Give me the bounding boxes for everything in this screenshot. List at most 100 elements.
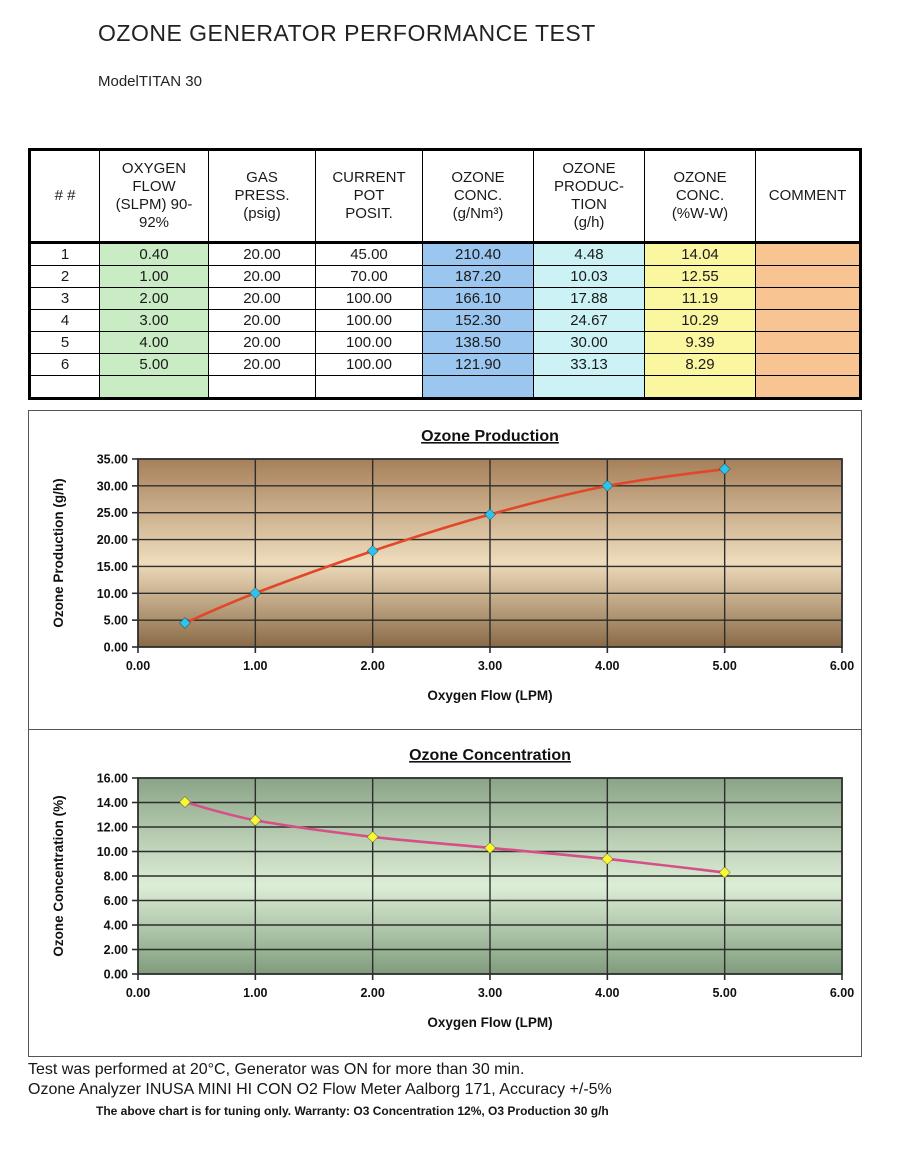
table-cell: 121.90 [422,353,534,376]
table-cell: 8.29 [644,353,756,376]
svg-text:6.00: 6.00 [830,986,854,1000]
model-label: Model [98,73,139,90]
svg-text:1.00: 1.00 [243,986,267,1000]
svg-text:5.00: 5.00 [104,614,128,628]
table-cell: 17.88 [533,287,645,310]
table-cell [99,375,209,399]
table-cell [755,287,861,310]
table-cell [644,375,756,399]
table-cell: 6 [29,353,100,376]
table-header: # # OXYGEN FLOW (SLPM) 90- 92% GAS PRESS… [29,149,861,244]
svg-text:20.00: 20.00 [97,533,128,547]
column-header-gas-press: GAS PRESS. (psig) [208,149,316,244]
table-row: 3 2.00 20.00 100.00 166.10 17.88 11.19 [29,287,861,310]
svg-text:25.00: 25.00 [97,506,128,520]
table-cell [533,375,645,399]
table-cell: 20.00 [208,242,316,266]
table-cell: 30.00 [533,331,645,354]
table-row: 4 3.00 20.00 100.00 152.30 24.67 10.29 [29,309,861,332]
table-cell [755,375,861,399]
table-cell: 2 [29,265,100,288]
ozone-concentration-chart: 0.00 2.00 4.00 6.00 8.00 10.00 12.00 14.00 16.00… [29,729,861,1056]
table-cell [755,331,861,354]
table-row: 6 5.00 20.00 100.00 121.90 33.13 8.29 [29,353,861,376]
svg-text:3.00: 3.00 [478,659,502,673]
svg-text:6.00: 6.00 [104,894,128,908]
table-cell: 4.00 [99,331,209,354]
table-cell: 5 [29,331,100,354]
svg-text:14.00: 14.00 [97,796,128,810]
table-cell: 100.00 [315,353,423,376]
table-cell: 10.03 [533,265,645,288]
footer-notes: Test was performed at 20°C, Generator wa… [28,1061,862,1118]
table-cell [208,375,316,399]
table-header-row: # # OXYGEN FLOW (SLPM) 90- 92% GAS PRESS… [29,149,861,244]
table-cell: 20.00 [208,309,316,332]
table-cell: 3 [29,287,100,310]
svg-text:6.00: 6.00 [830,659,854,673]
svg-text:12.00: 12.00 [97,821,128,835]
table-cell: 0.40 [99,242,209,266]
table-cell: 9.39 [644,331,756,354]
table-cell [315,375,423,399]
ozone-production-plot: 0.00 5.00 10.00 15.00 20.00 25.00 30.00 35.00 0.… [51,428,854,703]
svg-text:Oxygen Flow (LPM): Oxygen Flow (LPM) [427,688,552,703]
table-cell: 187.20 [422,265,534,288]
svg-text:2.00: 2.00 [360,659,384,673]
charts-container: 0.00 5.00 10.00 15.00 20.00 25.00 30.00 35.00 0.… [28,410,862,1057]
svg-text:2.00: 2.00 [360,986,384,1000]
svg-text:0.00: 0.00 [126,986,150,1000]
svg-text:10.00: 10.00 [97,587,128,601]
svg-text:4.00: 4.00 [595,659,619,673]
svg-text:Ozone Production: Ozone Production [421,428,559,445]
table-cell: 210.40 [422,242,534,266]
table-body: 1 0.40 20.00 45.00 210.40 4.48 14.04 2 1.00 20.00… [29,242,861,399]
svg-text:5.00: 5.00 [712,986,736,1000]
column-header-oxygen-flow: OXYGEN FLOW (SLPM) 90- 92% [99,149,209,244]
svg-text:4.00: 4.00 [104,919,128,933]
table-cell: 4.48 [533,242,645,266]
table-cell [755,353,861,376]
ozone-production-chart: 0.00 5.00 10.00 15.00 20.00 25.00 30.00 35.00 0.… [29,411,861,729]
svg-text:30.00: 30.00 [97,479,128,493]
svg-text:Ozone Concentration: Ozone Concentration [409,747,571,764]
table-cell: 20.00 [208,353,316,376]
footer-note-warranty: The above chart is for tuning only. Warr… [96,1104,609,1118]
svg-text:15.00: 15.00 [97,560,128,574]
table-cell: 24.67 [533,309,645,332]
svg-text:0.00: 0.00 [126,659,150,673]
model-line: ModelTITAN 30 [98,73,862,90]
table-row: 5 4.00 20.00 100.00 138.50 30.00 9.39 [29,331,861,354]
table-cell: 2.00 [99,287,209,310]
ozone-concentration-plot: 0.00 2.00 4.00 6.00 8.00 10.00 12.00 14.00 16.00… [51,747,854,1030]
svg-text:Ozone Production (g/h): Ozone Production (g/h) [51,478,66,627]
column-header-index: # # [29,149,100,244]
footer-note-equipment: Ozone Analyzer INUSA MINI HI CON O2 Flow… [28,1081,612,1098]
svg-text:0.00: 0.00 [104,641,128,655]
svg-text:10.00: 10.00 [97,845,128,859]
table-cell: 5.00 [99,353,209,376]
table-cell: 1.00 [99,265,209,288]
table-cell: 100.00 [315,309,423,332]
table-cell: 20.00 [208,287,316,310]
column-header-comment: COMMENT [755,149,861,244]
table-cell [755,309,861,332]
svg-text:8.00: 8.00 [104,870,128,884]
model-value: TITAN 30 [138,73,202,90]
table-cell: 20.00 [208,265,316,288]
table-cell: 11.19 [644,287,756,310]
page-title: OZONE GENERATOR PERFORMANCE TEST [98,20,596,46]
table-cell [755,242,861,266]
table-cell [422,375,534,399]
table-cell: 100.00 [315,287,423,310]
table-cell: 1 [29,242,100,266]
table-cell [29,375,100,399]
table-cell [755,265,861,288]
table-cell: 4 [29,309,100,332]
table-cell: 3.00 [99,309,209,332]
table-row: 1 0.40 20.00 45.00 210.40 4.48 14.04 [29,242,861,266]
svg-text:0.00: 0.00 [104,968,128,982]
svg-text:35.00: 35.00 [97,453,128,467]
footer-note-conditions: Test was performed at 20°C, Generator wa… [28,1061,525,1078]
